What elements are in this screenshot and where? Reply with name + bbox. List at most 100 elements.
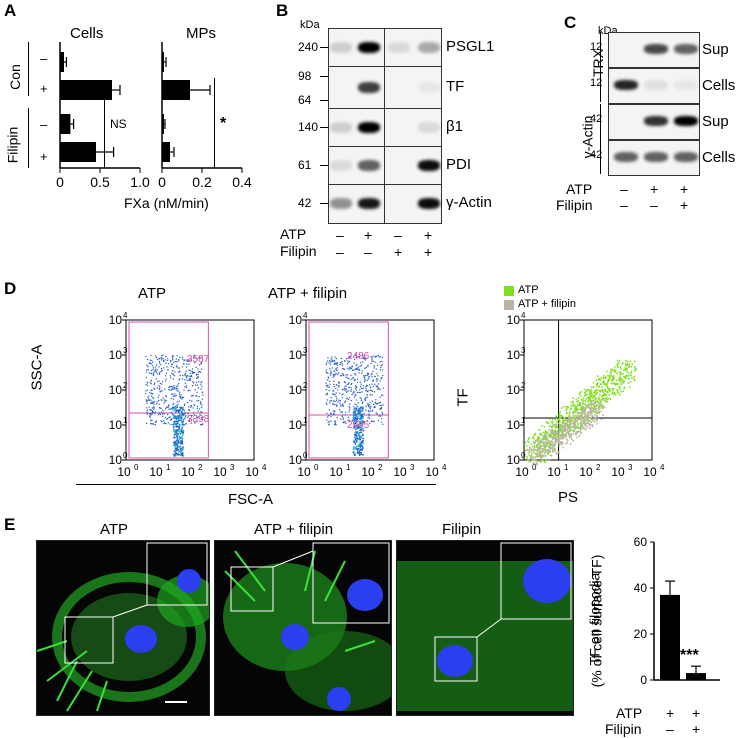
flow1-event: [179, 436, 182, 439]
flow3-filipin-event: [528, 446, 531, 449]
flow1-event: [176, 426, 178, 428]
flow2-event: [336, 369, 338, 371]
flow3-atp-event: [573, 415, 576, 418]
flow3-atp-event: [543, 425, 546, 428]
flow1-event: [160, 363, 162, 366]
flow2-event: [366, 379, 368, 382]
flow3-atp-event: [544, 430, 547, 433]
flow2-event: [355, 364, 357, 367]
flow1-event: [187, 409, 190, 411]
flow2-event: [334, 394, 336, 396]
panel-b-atp-label: ATP: [280, 226, 307, 242]
flow1-event: [166, 406, 168, 408]
flow1-event: [184, 373, 186, 376]
flow3-atp-event: [569, 411, 572, 413]
flow2-event: [359, 365, 361, 368]
flow3-filipin-event: [552, 445, 555, 448]
flow2-event: [353, 372, 356, 375]
flow2-event: [350, 387, 352, 389]
flow1-event: [177, 446, 179, 448]
flow2-event: [344, 386, 346, 388]
flow3-atp-event: [572, 397, 575, 400]
flow3-atp-event: [569, 408, 572, 411]
flow2-event: [339, 400, 342, 402]
flow2-event: [362, 387, 364, 390]
flow1-event: [180, 420, 183, 423]
flow2-x-tick-label: 10: [297, 465, 311, 479]
flow2-event: [335, 357, 338, 360]
flow2-event: [375, 368, 378, 370]
flow3-filipin-event: [530, 460, 533, 462]
flow1-event: [164, 416, 167, 419]
flow1-event: [181, 366, 184, 368]
flow2-event: [348, 360, 351, 363]
blot-b-mw-marker: 240: [298, 40, 319, 54]
panel-c-kda: kDa: [598, 25, 618, 37]
flow2-event: [381, 394, 384, 397]
flow2-event: [367, 365, 369, 367]
flow2-event: [367, 364, 369, 366]
flow3-filipin-event: [549, 448, 552, 451]
flow3-atp-event: [580, 398, 583, 401]
flow2-event: [332, 400, 335, 402]
flow3-filipin-event: [549, 436, 551, 439]
flow1-event: [190, 422, 193, 424]
flow3-filipin-event: [558, 439, 560, 442]
mps-bar: [162, 80, 190, 100]
flow3-atp-event: [609, 390, 612, 393]
legend-atp-filipin-label: ATP + filipin: [518, 298, 576, 310]
flow3-atp-event: [630, 365, 633, 368]
flow2-event: [329, 361, 332, 363]
flow3-atp-event: [617, 366, 620, 368]
flow3-atp-event: [528, 436, 531, 439]
flow3-atp-event: [623, 375, 625, 378]
flow3-atp-event: [633, 360, 636, 363]
flow3-atp-event: [613, 366, 616, 368]
flow1-event: [180, 430, 183, 433]
mps-bar: [162, 114, 164, 134]
flow3-filipin-event: [554, 443, 556, 446]
cells-bar: [60, 52, 64, 72]
flow1-event: [189, 418, 191, 420]
flow1-y-tick-exp: 1: [123, 416, 128, 425]
flow2-event: [368, 411, 370, 413]
flow1-event: [201, 391, 204, 393]
flow2-event: [326, 392, 329, 395]
flow2-event: [348, 377, 350, 380]
flow1-event: [152, 401, 155, 403]
flow2-event: [355, 424, 358, 427]
sig-star: *: [220, 115, 227, 132]
flow1-event: [196, 400, 198, 402]
flow2-y-tick-exp: 1: [303, 416, 308, 425]
flow3-atp-event: [582, 402, 584, 405]
flow1-event: [176, 441, 179, 443]
flow1-event: [151, 419, 153, 422]
flow1-event: [172, 426, 175, 429]
flow1-event: [173, 429, 176, 431]
flow1-event: [177, 453, 180, 455]
blot-band: [358, 160, 380, 171]
flow1-event: [172, 374, 175, 376]
flow3-atp-event: [609, 368, 612, 370]
flow2-event: [350, 388, 352, 391]
flow1-event: [171, 393, 173, 395]
flow2-event: [375, 412, 377, 414]
flow2-event: [356, 445, 359, 448]
flow3-y-tick-exp: 3: [521, 346, 526, 355]
flow3-filipin-event: [588, 423, 591, 426]
flow2-event: [346, 363, 349, 365]
flow1-event: [169, 359, 172, 362]
flow2-event: [361, 361, 364, 363]
flow3-filipin-event: [547, 431, 549, 434]
flow1-event: [173, 388, 176, 390]
flow1-event: [178, 382, 180, 385]
flow3-filipin-event: [536, 444, 538, 446]
flow2-event: [367, 378, 369, 380]
flow2-event: [362, 437, 365, 440]
flow2-event: [359, 449, 361, 452]
flow3-y-tick-exp: 1: [521, 416, 526, 425]
filipin-bracket: [28, 108, 29, 168]
flow3-atp-event: [622, 390, 625, 393]
flow2-event: [360, 425, 362, 428]
flow1-event: [173, 375, 176, 377]
